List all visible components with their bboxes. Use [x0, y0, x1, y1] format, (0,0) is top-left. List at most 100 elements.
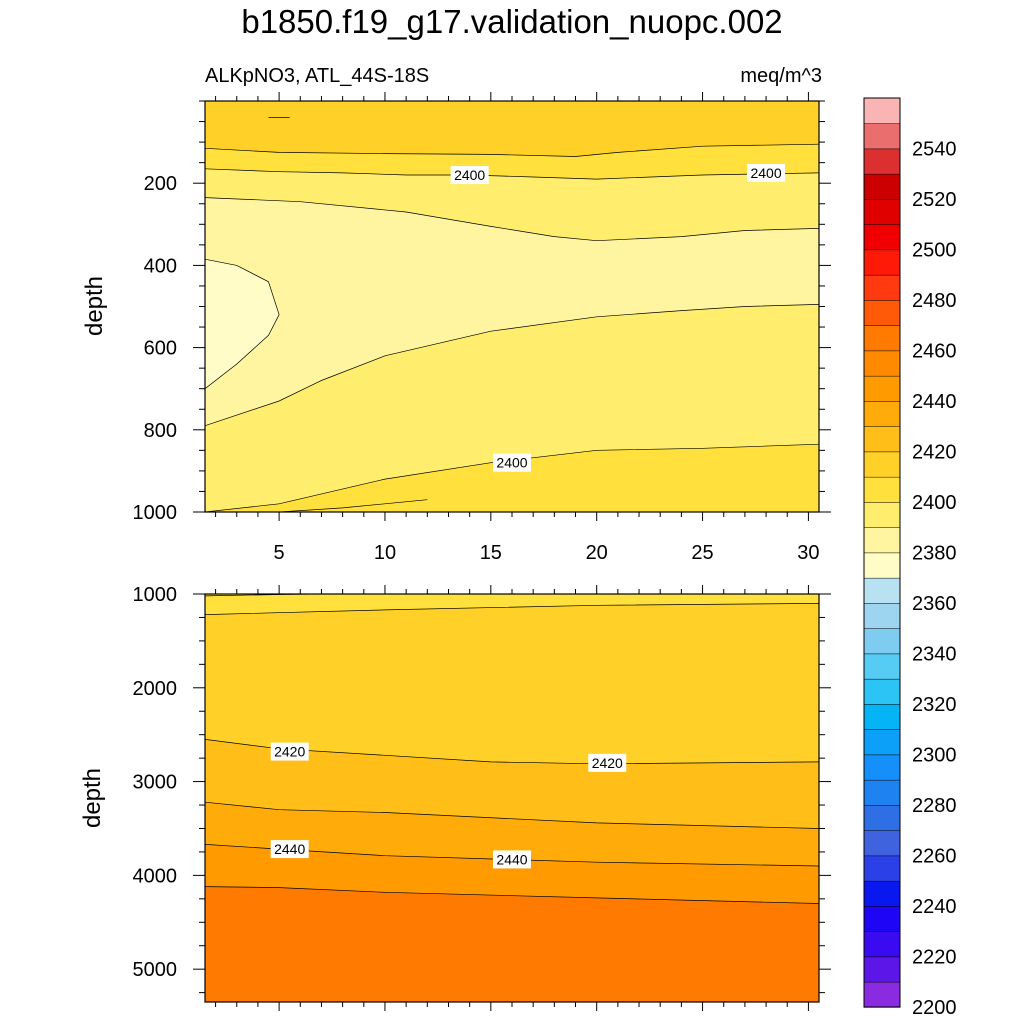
colorbar-label-12: 2300	[912, 745, 957, 767]
top-xtick-label-5: 30	[797, 542, 819, 564]
top-xtick-label-1: 10	[374, 542, 396, 564]
bottom-contour-label-bg-2	[270, 840, 309, 859]
colorbar-label-13: 2280	[912, 795, 957, 817]
colorbar-swatch-2430	[863, 400, 901, 427]
panel-left-title: ALKpNO3, ATL_44S-18S	[205, 65, 429, 87]
colorbar-swatch-2280	[863, 779, 901, 806]
bottom-contour-label-2: 2440	[274, 841, 305, 857]
top-contour-label-bg-1	[747, 163, 786, 182]
top-contour-fill-2390-2	[205, 168, 819, 241]
top-contour-line-6	[279, 499, 428, 512]
bottom-contour-label-bg-1	[588, 753, 627, 772]
colorbar-swatch-2210	[863, 956, 901, 983]
top-contour-label-0: 2400	[454, 167, 485, 183]
colorbar-swatch-2330	[863, 653, 901, 680]
colorbar-label-4: 2460	[912, 341, 957, 363]
bottom-contour-fill-2430-3	[205, 802, 819, 866]
colorbar-label-10: 2340	[912, 644, 957, 666]
bottom-contour-line-4	[205, 844, 819, 867]
bottom-contour-line-2	[205, 739, 819, 765]
colorbar-swatch-2400	[863, 476, 901, 503]
colorbar-swatch-2440	[863, 375, 901, 402]
colorbar-label-11: 2320	[912, 694, 957, 716]
colorbar-swatch-2480	[863, 274, 901, 301]
top-contour-line-0	[205, 143, 819, 157]
top-contour-fill-2410-0	[205, 101, 819, 157]
colorbar-label-7: 2400	[912, 492, 957, 514]
colorbar-label-17: 2200	[912, 997, 957, 1019]
top-ytick-label-0: 200	[144, 173, 177, 195]
top-ytick-label-2: 600	[144, 338, 177, 360]
colorbar-frame	[863, 97, 901, 1008]
bottom-contour-label-bg-0	[270, 742, 309, 761]
bottom-ytick-label-1: 2000	[133, 678, 178, 700]
colorbar-swatch-2520	[863, 173, 901, 200]
colorbar-swatch-2540	[863, 123, 901, 150]
top-contour-label-bg-0	[450, 165, 489, 184]
colorbar-swatch-2290	[863, 754, 901, 781]
colorbar-label-16: 2220	[912, 947, 957, 969]
top-contour-fill-2380-3	[205, 197, 819, 426]
bottom-panel: 2420 2420 2440 2440 1000 2000 3000 4000 5000	[133, 584, 831, 1011]
colorbar-label-5: 2440	[912, 391, 957, 413]
colorbar-swatch-2450	[863, 350, 901, 377]
colorbar-swatch-2510	[863, 198, 901, 225]
top-panel: 2400 2400 2400 5 10 15 20 25 30 200 400 600 800 1000	[133, 92, 831, 564]
bottom-contour-line-5	[205, 886, 819, 904]
colorbar-label-3: 2480	[912, 290, 957, 312]
bottom-contour-label-0: 2420	[274, 744, 305, 760]
top-contour-fill-2370-4	[205, 259, 280, 389]
bottom-contour-label-bg-3	[493, 850, 531, 869]
bottom-ytick-label-2: 3000	[133, 772, 178, 794]
figure-title: b1850.f19_g17.validation_nuopc.002	[241, 3, 782, 40]
bottom-ytick-label-0: 1000	[133, 584, 178, 606]
colorbar-label-8: 2380	[912, 543, 957, 565]
bottom-contour-label-3: 2440	[496, 851, 527, 867]
panel-units-label: meq/m^3	[740, 65, 822, 87]
top-xtick-label-3: 20	[586, 542, 608, 564]
top-contour-label-bg-2	[493, 453, 531, 472]
top-contour-line-5	[205, 443, 819, 512]
colorbar-swatch-2200	[863, 981, 901, 1008]
top-contour-label-2: 2400	[496, 455, 527, 471]
top-ytick-label-1: 400	[144, 255, 177, 277]
bottom-contour-label-1: 2420	[592, 755, 623, 771]
colorbar-swatch-2420	[863, 426, 901, 453]
colorbar-swatch-2490	[863, 249, 901, 276]
bottom-contour-fill-2410-1	[205, 603, 819, 764]
colorbar-swatch-2240	[863, 880, 901, 907]
colorbar-swatch-2530	[863, 148, 901, 175]
colorbar-label-2: 2500	[912, 240, 957, 262]
bottom-panel-ylabel: depth	[79, 768, 106, 828]
bottom-contour-fill-2460-5	[205, 886, 819, 1002]
colorbar-swatch-2250	[863, 855, 901, 882]
colorbar-swatch-2350	[863, 602, 901, 629]
colorbar-swatch-2500	[863, 224, 901, 251]
top-ytick-label-3: 800	[144, 420, 177, 442]
top-panel-ylabel: depth	[81, 276, 108, 336]
colorbar-label-9: 2360	[912, 593, 957, 615]
colorbar-swatch-2220	[863, 931, 901, 958]
colorbar-swatch-2550	[863, 97, 901, 124]
top-xtick-label-0: 5	[274, 542, 285, 564]
colorbar-swatch-2300	[863, 729, 901, 756]
bottom-contour-fill-2440-4	[205, 844, 819, 904]
top-ytick-label-4: 1000	[133, 502, 178, 524]
colorbar: 2540 2520 2500 2480 2460 2440 2420 2400 2380 2360…	[863, 97, 957, 1019]
bottom-contour-line-1	[205, 603, 819, 615]
top-contour-fill-2400-6	[205, 444, 819, 512]
bottom-ytick-label-4: 5000	[133, 959, 178, 981]
colorbar-label-15: 2240	[912, 896, 957, 918]
top-contour-fill-2390-5	[205, 304, 819, 512]
bottom-ytick-label-3: 4000	[133, 865, 178, 887]
colorbar-label-6: 2420	[912, 442, 957, 464]
colorbar-swatch-2320	[863, 678, 901, 705]
colorbar-swatch-2470	[863, 299, 901, 326]
top-contour-line-4	[205, 304, 819, 427]
colorbar-swatch-2390	[863, 501, 901, 528]
colorbar-swatch-2410	[863, 451, 901, 478]
colorbar-swatch-2340	[863, 628, 901, 655]
colorbar-swatch-2260	[863, 830, 901, 857]
colorbar-label-0: 2540	[912, 139, 957, 161]
colorbar-swatch-2310	[863, 703, 901, 730]
